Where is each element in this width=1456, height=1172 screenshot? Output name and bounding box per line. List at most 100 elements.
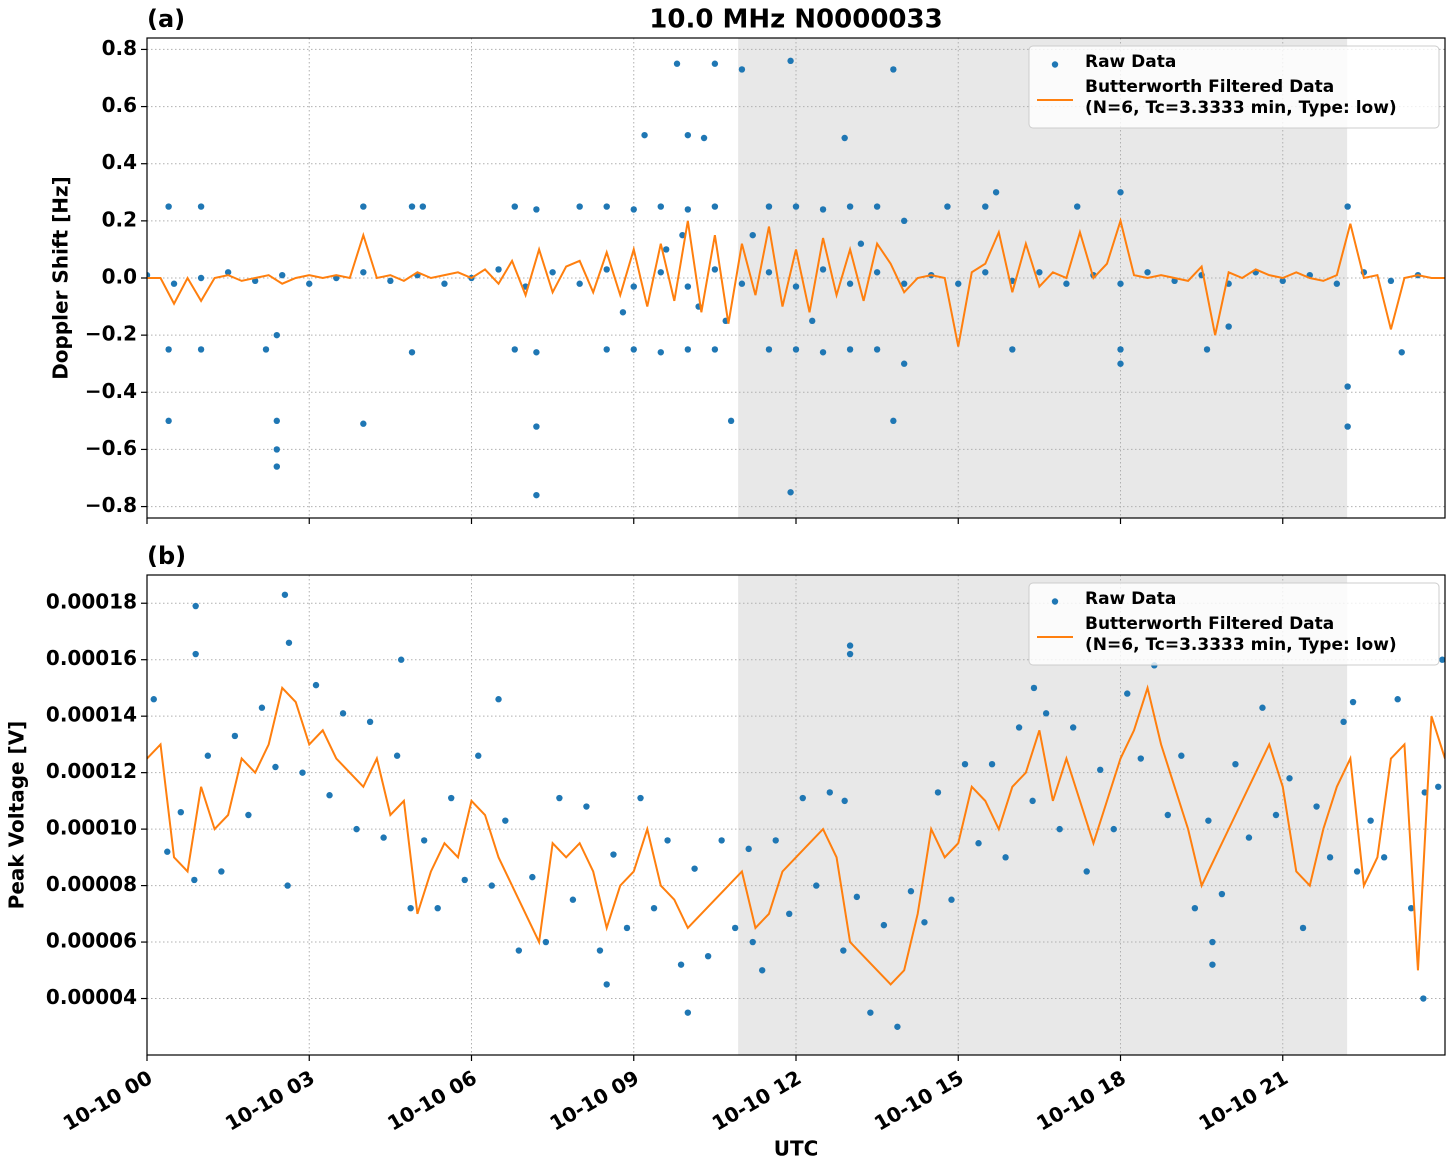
data-point (819, 266, 827, 273)
data-point (279, 271, 286, 279)
legend-swatch (1051, 61, 1059, 68)
data-point (170, 280, 178, 287)
legend: Raw Data Butterworth Filtered Data (N=6, … (1028, 582, 1440, 666)
data-point (1439, 656, 1445, 663)
data-point (955, 280, 962, 287)
data-point (1124, 690, 1131, 697)
data-point (192, 602, 199, 610)
data-point (603, 346, 610, 353)
data-point (284, 882, 291, 889)
data-point (663, 246, 670, 253)
data-point (841, 134, 848, 142)
data-point (231, 732, 239, 740)
data-point (1117, 280, 1124, 287)
data-point (533, 423, 540, 430)
data-point (533, 349, 540, 356)
data-point (982, 203, 989, 210)
data-point (312, 681, 320, 689)
data-point (603, 203, 610, 210)
axes-frame (146, 574, 1446, 1056)
x-tick-label: 10-10 15 (870, 1065, 968, 1135)
data-point (360, 203, 367, 210)
data-point (281, 591, 289, 598)
data-point (1326, 854, 1334, 861)
data-point (408, 349, 416, 356)
data-point (603, 981, 610, 988)
data-point (1030, 684, 1038, 692)
data-point (258, 704, 266, 711)
data-point (273, 446, 280, 453)
y-tick-label: 0.00004 (46, 985, 137, 1009)
data-point (711, 60, 719, 67)
legend-swatch (1051, 598, 1059, 605)
data-point (1164, 811, 1172, 819)
data-point (630, 346, 637, 353)
data-point (657, 269, 664, 276)
data-point (1259, 704, 1266, 711)
data-point (630, 206, 637, 213)
data-point (1110, 825, 1117, 833)
data-point (273, 417, 280, 425)
series-layer (147, 591, 1445, 1030)
data-point (495, 266, 502, 273)
data-point (900, 280, 908, 287)
data-point (846, 650, 854, 658)
data-point (623, 924, 631, 932)
y-tick-label: 0.00016 (46, 646, 137, 670)
data-point (841, 797, 848, 805)
y-tick-label: 0.2 (102, 207, 137, 231)
data-point (711, 346, 719, 353)
data-point (583, 803, 590, 810)
data-point (420, 837, 428, 844)
data-point (944, 203, 951, 210)
data-point (529, 873, 536, 881)
y-tick-label: 0.0 (102, 265, 137, 289)
data-point (1367, 817, 1374, 824)
data-point (165, 417, 172, 425)
data-point (745, 845, 752, 853)
data-point (1069, 724, 1077, 731)
data-point (177, 808, 185, 816)
data-point (495, 696, 502, 703)
legend-label: Butterworth Filtered Data (N=6, Tc=3.333… (1085, 77, 1397, 118)
axes-frame (146, 37, 1446, 519)
x-tick-label: 10-10 18 (1032, 1065, 1130, 1135)
data-point (360, 420, 367, 427)
data-point (792, 346, 800, 353)
y-tick-label: −0.8 (85, 493, 137, 517)
y-tick-label: 0.00008 (46, 872, 137, 896)
data-point (1209, 938, 1216, 946)
data-point (515, 947, 523, 954)
data-point (894, 1023, 901, 1030)
data-point (1097, 766, 1104, 774)
data-point (326, 792, 333, 799)
data-point (273, 463, 280, 470)
data-point (727, 417, 735, 425)
data-point (245, 811, 252, 819)
data-point (630, 283, 637, 290)
data-point (1009, 346, 1016, 353)
y-tick-label: 0.00018 (46, 590, 137, 614)
data-point (787, 57, 794, 65)
legend-entry: Raw Data (1085, 589, 1176, 609)
data-point (407, 904, 414, 912)
data-point (576, 203, 583, 210)
y-axis-label: Doppler Shift [Hz] (49, 176, 73, 380)
data-point (772, 837, 779, 844)
data-point (684, 131, 692, 139)
data-point (408, 203, 416, 210)
x-tick-label: 10-10 21 (1194, 1065, 1292, 1135)
data-point (867, 1009, 874, 1016)
data-point (576, 280, 583, 287)
data-point (1349, 698, 1357, 706)
data-point (502, 817, 509, 824)
data-point (533, 206, 540, 213)
data-point (204, 752, 212, 759)
chart-title: 10.0 MHz N0000033 (649, 5, 942, 35)
data-point (799, 794, 806, 802)
data-point (738, 280, 746, 287)
data-point (1117, 360, 1124, 367)
data-point (846, 203, 854, 210)
data-point (1333, 280, 1341, 287)
data-point (857, 240, 865, 247)
